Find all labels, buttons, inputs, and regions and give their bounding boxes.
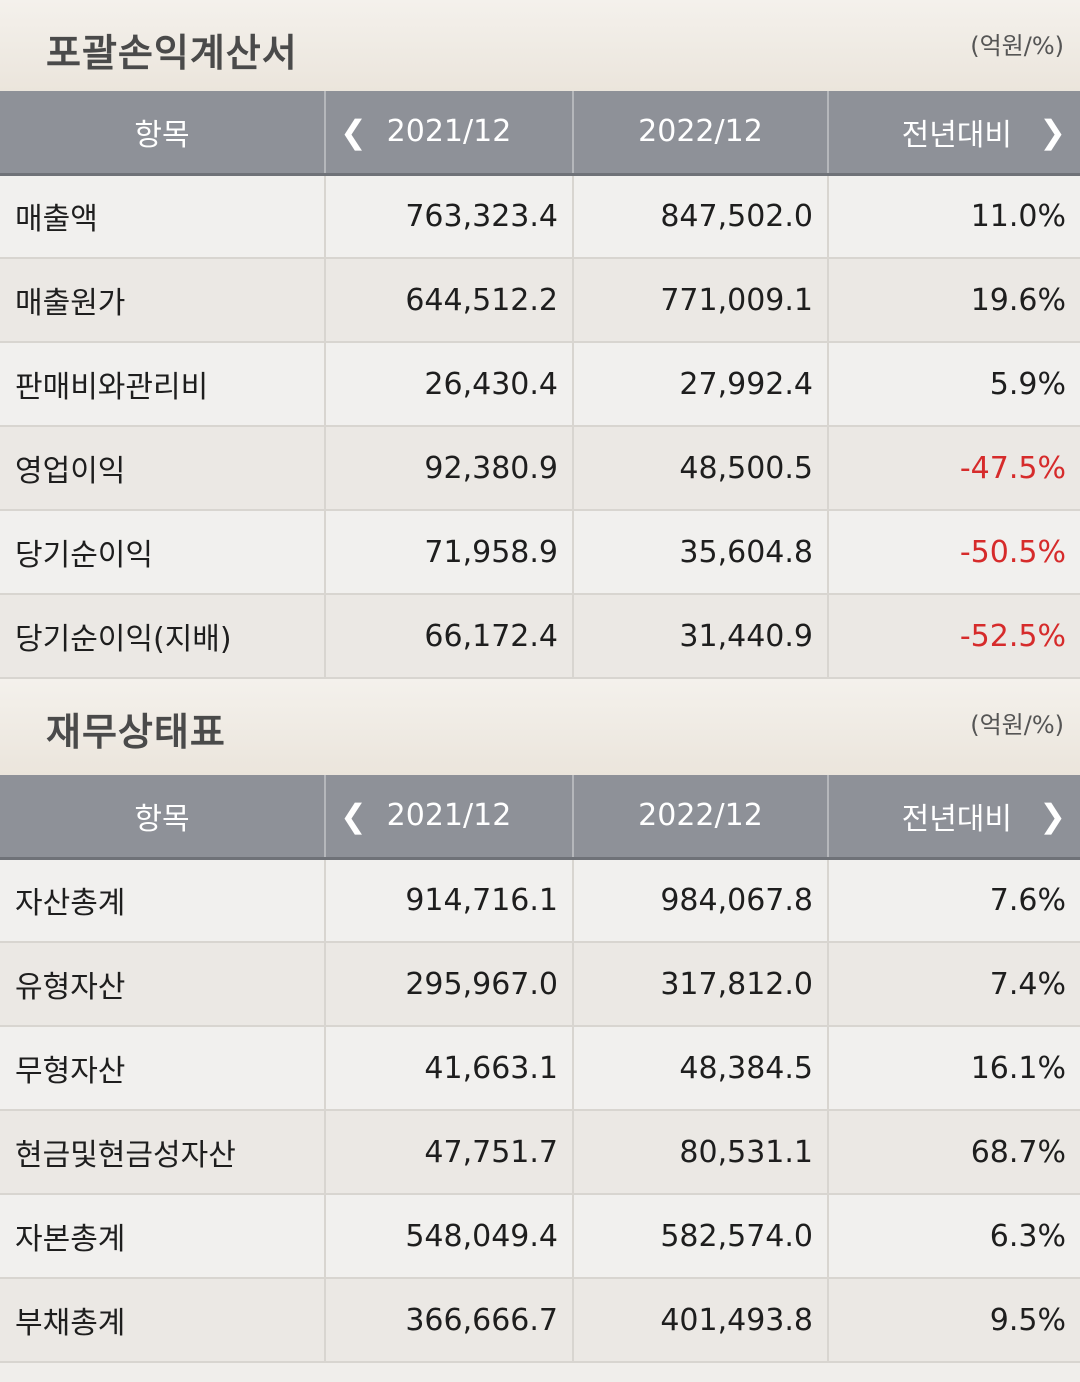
row-label: 무형자산 bbox=[0, 1026, 326, 1111]
chevron-left-icon[interactable]: ❮ bbox=[340, 112, 367, 151]
balance-sheet-table: 항목 ❮ 2021/12 2022/12 전년대비 ❯ 자산총계 914,716.… bbox=[0, 775, 1080, 1363]
value-2022: 847,502.0 bbox=[573, 174, 829, 259]
table-row: 당기순이익 71,958.9 35,604.8 -50.5% bbox=[0, 510, 1080, 595]
value-yoy: -47.5% bbox=[828, 426, 1080, 511]
row-label: 판매비와관리비 bbox=[0, 342, 326, 427]
unit-label: (억원/%) bbox=[970, 711, 1064, 739]
chevron-left-icon[interactable]: ❮ bbox=[340, 796, 367, 835]
column-header-2021: ❮ 2021/12 bbox=[325, 91, 574, 176]
row-label: 현금및현금성자산 bbox=[0, 1110, 326, 1195]
row-label: 당기순이익(지배) bbox=[0, 594, 326, 679]
value-yoy: 16.1% bbox=[828, 1026, 1080, 1111]
value-yoy: -52.5% bbox=[828, 594, 1080, 679]
value-2021: 26,430.4 bbox=[325, 342, 574, 427]
table-row: 자본총계 548,049.4 582,574.0 6.3% bbox=[0, 1194, 1080, 1279]
table-row: 유형자산 295,967.0 317,812.0 7.4% bbox=[0, 942, 1080, 1027]
balance-sheet-section: 재무상태표 (억원/%) 항목 ❮ 2021/12 2022/12 전년대비 ❯… bbox=[0, 679, 1080, 1363]
table-header-row: 항목 ❮ 2021/12 2022/12 전년대비 ❯ bbox=[0, 775, 1080, 860]
balance-sheet-header: 재무상태표 (억원/%) bbox=[0, 679, 1080, 775]
column-header-2022: 2022/12 bbox=[573, 91, 829, 176]
row-label: 매출액 bbox=[0, 174, 326, 259]
value-yoy: 68.7% bbox=[828, 1110, 1080, 1195]
value-yoy: 5.9% bbox=[828, 342, 1080, 427]
section-title: 포괄손익계산서 bbox=[46, 31, 298, 75]
table-row: 현금및현금성자산 47,751.7 80,531.1 68.7% bbox=[0, 1110, 1080, 1195]
column-header-yoy: 전년대비 ❯ bbox=[828, 91, 1080, 176]
row-label: 자본총계 bbox=[0, 1194, 326, 1279]
table-row: 당기순이익(지배) 66,172.4 31,440.9 -52.5% bbox=[0, 594, 1080, 679]
income-statement-header: 포괄손익계산서 (억원/%) bbox=[0, 0, 1080, 91]
value-2022: 35,604.8 bbox=[573, 510, 829, 595]
table-row: 매출원가 644,512.2 771,009.1 19.6% bbox=[0, 258, 1080, 343]
row-label: 유형자산 bbox=[0, 942, 326, 1027]
value-yoy: 9.5% bbox=[828, 1278, 1080, 1363]
table-row: 부채총계 366,666.7 401,493.8 9.5% bbox=[0, 1278, 1080, 1363]
value-yoy: -50.5% bbox=[828, 510, 1080, 595]
income-statement-section: 포괄손익계산서 (억원/%) 항목 ❮ 2021/12 2022/12 전년대비… bbox=[0, 0, 1080, 679]
column-header-item: 항목 bbox=[0, 91, 326, 176]
table-row: 자산총계 914,716.1 984,067.8 7.6% bbox=[0, 858, 1080, 943]
table-row: 판매비와관리비 26,430.4 27,992.4 5.9% bbox=[0, 342, 1080, 427]
table-row: 무형자산 41,663.1 48,384.5 16.1% bbox=[0, 1026, 1080, 1111]
chevron-right-icon[interactable]: ❯ bbox=[1039, 112, 1066, 151]
row-label: 당기순이익 bbox=[0, 510, 326, 595]
section-title: 재무상태표 bbox=[46, 710, 226, 754]
value-2022: 48,500.5 bbox=[573, 426, 829, 511]
value-2021: 295,967.0 bbox=[325, 942, 574, 1027]
value-2022: 48,384.5 bbox=[573, 1026, 829, 1111]
income-statement-table: 항목 ❮ 2021/12 2022/12 전년대비 ❯ 매출액 763,323.4… bbox=[0, 91, 1080, 679]
value-2021: 92,380.9 bbox=[325, 426, 574, 511]
unit-label: (억원/%) bbox=[970, 32, 1064, 60]
value-2021: 548,049.4 bbox=[325, 1194, 574, 1279]
row-label: 부채총계 bbox=[0, 1278, 326, 1363]
row-label: 자산총계 bbox=[0, 858, 326, 943]
value-2022: 31,440.9 bbox=[573, 594, 829, 679]
value-yoy: 11.0% bbox=[828, 174, 1080, 259]
column-header-item: 항목 bbox=[0, 775, 326, 860]
value-2021: 71,958.9 bbox=[325, 510, 574, 595]
value-2021: 41,663.1 bbox=[325, 1026, 574, 1111]
value-yoy: 6.3% bbox=[828, 1194, 1080, 1279]
value-2021: 366,666.7 bbox=[325, 1278, 574, 1363]
row-label: 영업이익 bbox=[0, 426, 326, 511]
value-yoy: 7.6% bbox=[828, 858, 1080, 943]
value-2021: 66,172.4 bbox=[325, 594, 574, 679]
table-row: 영업이익 92,380.9 48,500.5 -47.5% bbox=[0, 426, 1080, 511]
table-row: 매출액 763,323.4 847,502.0 11.0% bbox=[0, 174, 1080, 259]
value-2022: 401,493.8 bbox=[573, 1278, 829, 1363]
table-header-row: 항목 ❮ 2021/12 2022/12 전년대비 ❯ bbox=[0, 91, 1080, 176]
value-yoy: 7.4% bbox=[828, 942, 1080, 1027]
column-header-2021: ❮ 2021/12 bbox=[325, 775, 574, 860]
value-2022: 984,067.8 bbox=[573, 858, 829, 943]
value-2022: 771,009.1 bbox=[573, 258, 829, 343]
column-header-2022: 2022/12 bbox=[573, 775, 829, 860]
value-2022: 582,574.0 bbox=[573, 1194, 829, 1279]
value-2021: 914,716.1 bbox=[325, 858, 574, 943]
value-2022: 27,992.4 bbox=[573, 342, 829, 427]
column-header-yoy: 전년대비 ❯ bbox=[828, 775, 1080, 860]
chevron-right-icon[interactable]: ❯ bbox=[1039, 796, 1066, 835]
value-yoy: 19.6% bbox=[828, 258, 1080, 343]
value-2021: 47,751.7 bbox=[325, 1110, 574, 1195]
value-2021: 644,512.2 bbox=[325, 258, 574, 343]
value-2022: 317,812.0 bbox=[573, 942, 829, 1027]
row-label: 매출원가 bbox=[0, 258, 326, 343]
value-2022: 80,531.1 bbox=[573, 1110, 829, 1195]
value-2021: 763,323.4 bbox=[325, 174, 574, 259]
